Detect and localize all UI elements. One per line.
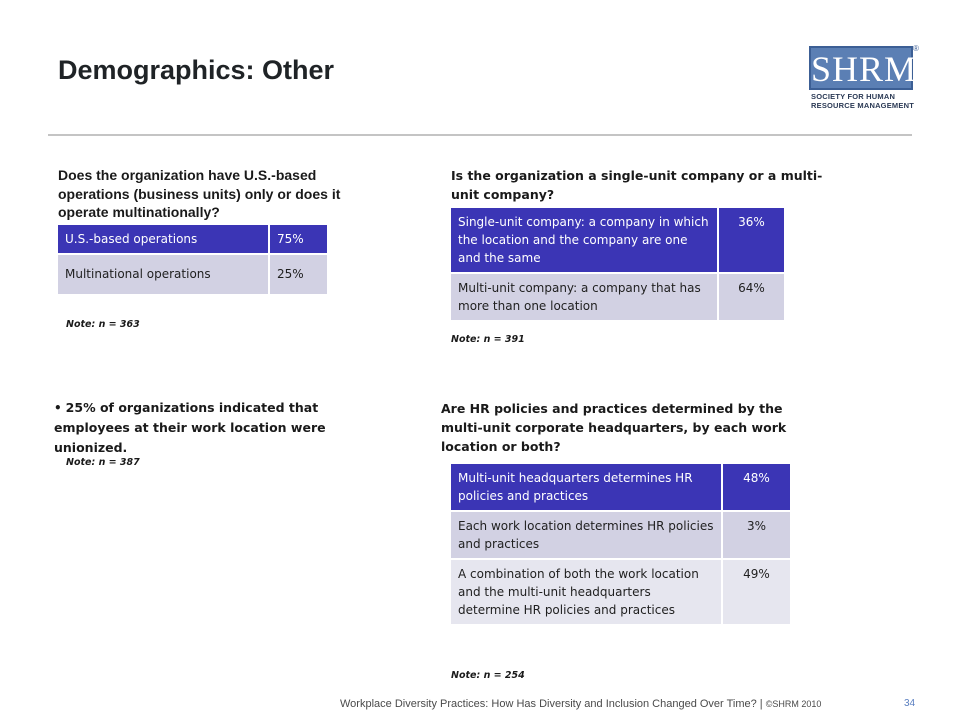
unionized-statement: • 25% of organizations indicated that emp… [54, 398, 384, 458]
q1-row1-label: U.S.-based operations [56, 223, 270, 255]
q2-row1-value: 36% [717, 206, 786, 274]
q4-row3-label: A combination of both the work location … [449, 558, 723, 626]
q1-question: Does the organization have U.S.-based op… [58, 167, 341, 220]
table-row: U.S.-based operations 75% [56, 223, 329, 255]
footer-text-group: Workplace Diversity Practices: How Has D… [340, 698, 821, 710]
q3-note: Note: n = 387 [66, 457, 140, 468]
table-row: Multi-unit headquarters determines HR po… [449, 462, 792, 512]
title-divider [48, 134, 912, 136]
q2-question: Is the organization a single-unit compan… [451, 168, 823, 202]
q4-row2-label: Each work location determines HR policie… [449, 510, 723, 560]
q2-row1-label: Single-unit company: a company in which … [449, 206, 719, 274]
q2-row2-value: 64% [717, 272, 786, 322]
q2-table: Single-unit company: a company in which … [449, 206, 786, 322]
table-row: Multinational operations 25% [56, 253, 329, 296]
q4-row1-label: Multi-unit headquarters determines HR po… [449, 462, 723, 512]
table-row: Multi-unit company: a company that has m… [449, 272, 786, 322]
footer-title: Workplace Diversity Practices: How Has D… [340, 698, 757, 710]
q1-row1-value: 75% [268, 223, 329, 255]
table-row: A combination of both the work location … [449, 558, 792, 626]
q1-row2-label: Multinational operations [56, 253, 270, 296]
q2-row2-label: Multi-unit company: a company that has m… [449, 272, 719, 322]
q4-note: Note: n = 254 [451, 670, 525, 681]
shrm-logo: SHRM ® SOCIETY FOR HUMAN RESOURCE MANAGE… [809, 44, 919, 116]
logo-subtitle-line2: RESOURCE MANAGEMENT [811, 101, 914, 110]
logo-box: SHRM [809, 46, 918, 90]
slide-title: Demographics: Other [58, 55, 335, 85]
logo-letters: SHRM [811, 49, 918, 89]
bullet-icon: • [54, 401, 62, 415]
q1-note: Note: n = 363 [66, 319, 140, 330]
unionized-text: 25% of organizations indicated that empl… [54, 400, 326, 455]
footer-copyright: ©SHRM 2010 [765, 699, 822, 709]
logo-subtitle-line1: SOCIETY FOR HUMAN [811, 92, 896, 101]
registered-mark: ® [913, 44, 919, 53]
q1-row2-value: 25% [268, 253, 329, 296]
table-row: Each work location determines HR policie… [449, 510, 792, 560]
q2-note: Note: n = 391 [451, 334, 525, 345]
q4-row3-value: 49% [721, 558, 792, 626]
q1-table: U.S.-based operations 75% Multinational … [56, 223, 329, 296]
q4-row2-value: 3% [721, 510, 792, 560]
q4-row1-value: 48% [721, 462, 792, 512]
q4-table: Multi-unit headquarters determines HR po… [449, 462, 792, 626]
q4-question: Are HR policies and practices determined… [441, 401, 787, 454]
page-number: 34 [904, 698, 916, 709]
table-row: Single-unit company: a company in which … [449, 206, 786, 274]
footer-separator: | [759, 698, 763, 710]
logo-subtitle: SOCIETY FOR HUMAN RESOURCE MANAGEMENT [811, 92, 914, 110]
